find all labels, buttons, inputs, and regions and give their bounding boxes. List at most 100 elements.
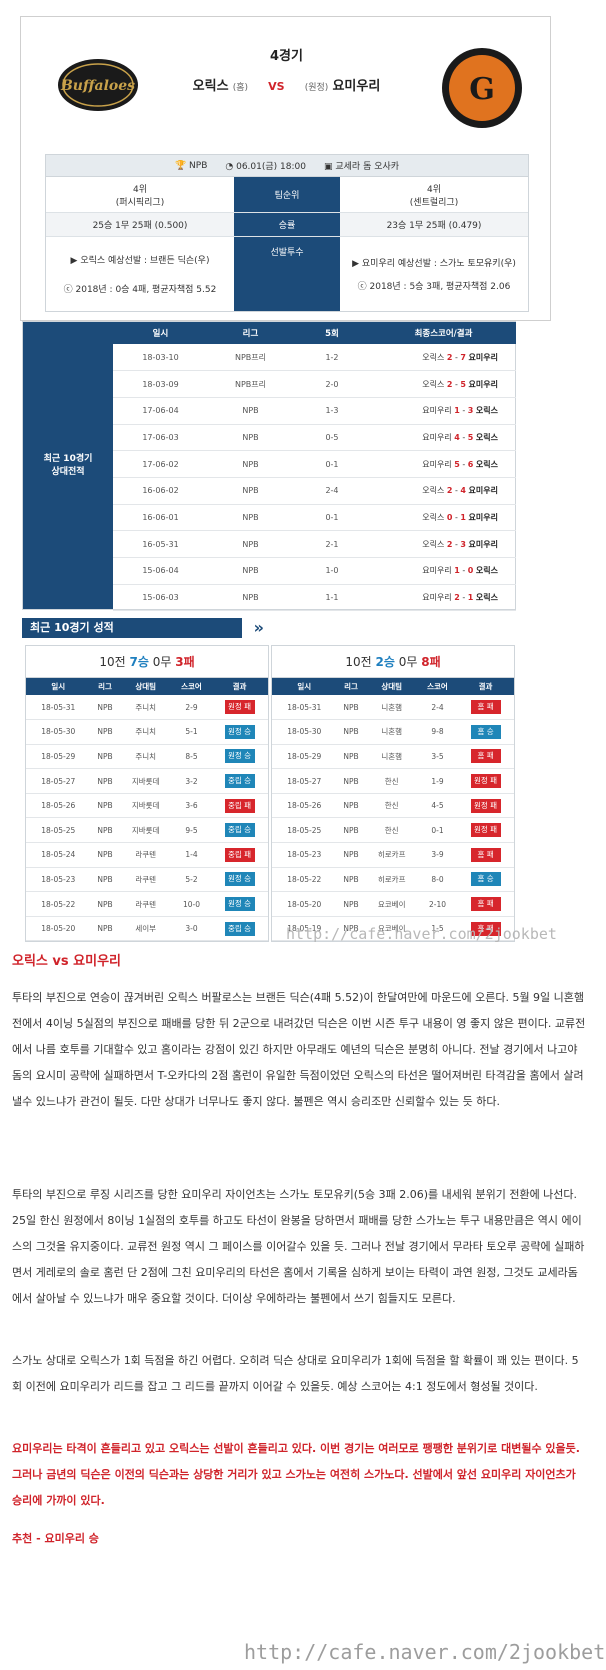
table-row: 15-06-04 NPB 1-0 요미우리 1 - 0 오릭스 xyxy=(113,557,516,585)
rec-date: 18-05-24 xyxy=(26,842,91,868)
table-row: 18-05-29 NPB 니혼햄 3-5 홈 패 xyxy=(272,744,514,770)
rec-result-cell: 홈 패 xyxy=(457,916,514,942)
result-badge: 홈 패 xyxy=(470,700,501,715)
rec-league: NPB xyxy=(90,916,120,942)
rec-result-cell: 원정 승 xyxy=(211,867,268,893)
table-row: 18-05-19 NPB 요코베이 1-5 홈 패 xyxy=(272,916,514,942)
h2h-result: 요미우리 2 - 1 오릭스 xyxy=(371,584,516,612)
rec-score: 4-5 xyxy=(417,793,458,819)
table-row: 16-06-02 NPB 2-4 오릭스 2 - 4 요미우리 xyxy=(113,477,516,505)
rec-opponent: 세이부 xyxy=(119,916,172,942)
table-row: 18-03-09 NPB프리 2-0 오릭스 2 - 5 요미우리 xyxy=(113,370,516,398)
h2h-league: NPB xyxy=(208,557,293,585)
h2h-date: 16-06-01 xyxy=(113,504,208,532)
watermark-large: http://cafe.naver.com/2jookbet xyxy=(244,1640,606,1664)
article-paragraph-1: 투타의 부진으로 연승이 끊겨버린 오릭스 버팔로스는 브랜든 딕슨(4패 5.… xyxy=(12,991,586,1108)
rec-league: NPB xyxy=(336,719,366,745)
rec-score: 2-10 xyxy=(417,891,458,917)
result-badge: 홈 패 xyxy=(470,897,501,912)
rec-result-cell: 원정 패 xyxy=(211,695,268,721)
table-row: 18-05-30 NPB 니혼햄 9-8 홈 승 xyxy=(272,719,514,745)
result-badge: 원정 패 xyxy=(470,774,501,789)
result-badge: 원정 패 xyxy=(224,700,255,715)
rec-league: NPB xyxy=(90,719,120,745)
h2h-result: 오릭스 0 - 1 요미우리 xyxy=(371,504,516,532)
h2h-date: 17-06-03 xyxy=(113,424,208,452)
rec-date: 18-05-29 xyxy=(272,744,337,770)
rec-score: 9-5 xyxy=(171,817,212,844)
h2h-date: 16-05-31 xyxy=(113,530,208,558)
rec-league: NPB xyxy=(90,793,120,819)
giants-logo: G xyxy=(442,48,522,128)
result-badge: 홈 패 xyxy=(470,847,501,862)
rec-result-cell: 원정 승 xyxy=(211,891,268,917)
rec-result-cell: 홈 승 xyxy=(457,719,514,745)
recent-right: 10전 2승 0무 8패 일시 리그 상대팀 스코어 결과 18-05-31 NPB 니혼햄… xyxy=(271,645,515,943)
h2h-league: NPB프리 xyxy=(208,370,293,398)
rec-league: NPB xyxy=(90,768,120,794)
rank-row: 4위 (퍼시픽리그) 팀순위 4위 (센트럴리그) xyxy=(46,177,528,213)
table-row: 18-05-22 NPB 히로카프 8-0 홈 승 xyxy=(272,867,514,893)
rec-score: 3-2 xyxy=(171,768,212,794)
game-number: 4경기 xyxy=(270,49,303,64)
rec-date: 18-05-30 xyxy=(272,719,337,745)
h2h-result: 오릭스 2 - 3 요미우리 xyxy=(371,530,516,558)
rec-score: 1-4 xyxy=(171,842,212,868)
article-paragraph-2: 투타의 부진으로 루징 시리즈를 당한 요미우리 자이언츠는 스가노 토모유키(… xyxy=(12,1188,585,1305)
h2h-inning5: 1-2 xyxy=(293,344,371,372)
rec-score: 1-5 xyxy=(417,916,458,942)
rec-league: NPB xyxy=(336,891,366,917)
result-badge: 홈 승 xyxy=(470,872,501,887)
rec-opponent: 요코베이 xyxy=(365,916,418,942)
h2h-date: 15-06-04 xyxy=(113,557,208,585)
head-to-head: 최근 10경기 상대전적 일시 리그 5회 최종스코어/결과 18-03-10 N… xyxy=(22,321,516,612)
h2h-league: NPB xyxy=(208,530,293,558)
h2h-table: 일시 리그 5회 최종스코어/결과 18-03-10 NPB프리 1-2 오릭스 2 … xyxy=(113,322,516,612)
rec-score: 8-5 xyxy=(171,744,212,770)
table-row: 18-05-25 NPB 지바롯데 9-5 중립 승 xyxy=(26,817,268,844)
table-row: 17-06-04 NPB 1-3 요미우리 1 - 3 오릭스 xyxy=(113,397,516,425)
rec-league: NPB xyxy=(90,695,120,721)
h2h-label: 최근 10경기 상대전적 xyxy=(23,322,113,609)
rec-date: 18-05-22 xyxy=(26,891,91,917)
article-highlight: 요미우리는 타격이 흔들리고 있고 오릭스는 선발이 흔들리고 있다. 이번 경… xyxy=(12,1442,580,1507)
vs-label: VS xyxy=(268,80,285,93)
rec-score: 9-8 xyxy=(417,719,458,745)
rec-result-cell: 홈 패 xyxy=(457,695,514,721)
rec-opponent: 주니치 xyxy=(119,719,172,745)
match-card: Buffaloes G 4경기 오릭스 (홈) VS (원정) 요미우리 🏆 N… xyxy=(20,16,551,321)
rec-date: 18-05-27 xyxy=(26,768,91,794)
h2h-league: NPB xyxy=(208,584,293,612)
rec-opponent: 라쿠텐 xyxy=(119,891,172,917)
rec-date: 18-05-30 xyxy=(26,719,91,745)
table-row: 18-05-31 NPB 니혼햄 2-4 홈 패 xyxy=(272,695,514,721)
table-row: 18-05-24 NPB 라쿠텐 1-4 중립 패 xyxy=(26,842,268,868)
table-row: 18-05-26 NPB 지바롯데 3-6 중립 패 xyxy=(26,793,268,819)
table-row: 18-05-20 NPB 요코베이 2-10 홈 패 xyxy=(272,891,514,917)
rec-league: NPB xyxy=(336,744,366,770)
result-badge: 원정 승 xyxy=(224,897,255,912)
table-row: 18-05-30 NPB 주니치 5-1 원정 승 xyxy=(26,719,268,745)
rec-score: 8-0 xyxy=(417,867,458,893)
rec-date: 18-05-23 xyxy=(272,842,337,868)
rec-score: 5-2 xyxy=(171,867,212,893)
h2h-result: 요미우리 1 - 0 오릭스 xyxy=(371,557,516,585)
rec-result-cell: 원정 패 xyxy=(457,817,514,844)
rec-opponent: 니혼햄 xyxy=(365,719,418,745)
result-badge: 중립 승 xyxy=(224,774,255,789)
table-row: 16-06-01 NPB 0-1 오릭스 0 - 1 요미우리 xyxy=(113,504,516,532)
recent-left-table: 일시 리그 상대팀 스코어 결과 18-05-31 NPB 주니치 2-9 원정 패 18-05-… xyxy=(26,678,268,942)
rec-result-cell: 원정 승 xyxy=(211,744,268,770)
h2h-date: 18-03-10 xyxy=(113,344,208,372)
h2h-league: NPB xyxy=(208,504,293,532)
recommendation: 추천 - 요미우리 승 xyxy=(12,1532,99,1545)
table-row: 18-03-10 NPB프리 1-2 오릭스 2 - 7 요미우리 xyxy=(113,344,516,372)
recent-right-table: 일시 리그 상대팀 스코어 결과 18-05-31 NPB 니혼햄 2-4 홈 패 18-05-3… xyxy=(272,678,514,942)
datetime-info: ◔ 06.01(금) 18:00 xyxy=(225,162,306,172)
rec-opponent: 한신 xyxy=(365,793,418,819)
trophy-icon: 🏆 xyxy=(174,160,187,171)
result-badge: 중립 승 xyxy=(224,823,255,838)
stadium-icon: ▣ xyxy=(323,162,333,172)
table-row: 18-05-27 NPB 한신 1-9 원정 패 xyxy=(272,768,514,794)
h2h-league: NPB xyxy=(208,450,293,478)
